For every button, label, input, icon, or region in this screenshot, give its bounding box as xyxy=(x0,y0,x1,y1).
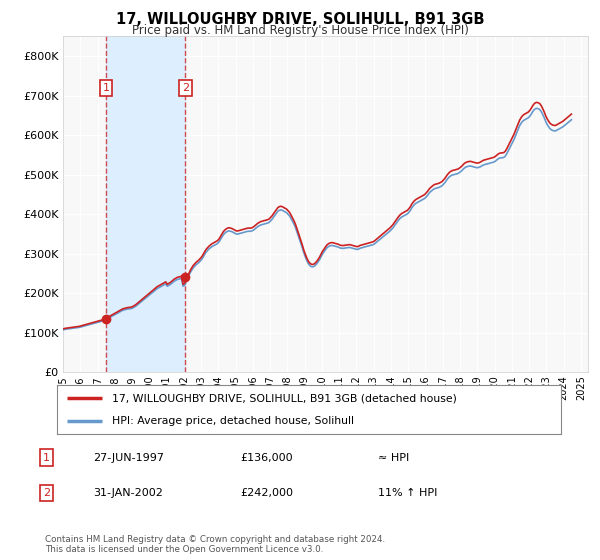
Text: 31-JAN-2002: 31-JAN-2002 xyxy=(93,488,163,498)
Text: ≈ HPI: ≈ HPI xyxy=(378,452,409,463)
Text: £242,000: £242,000 xyxy=(240,488,293,498)
Text: 1: 1 xyxy=(43,452,50,463)
Text: 17, WILLOUGHBY DRIVE, SOLIHULL, B91 3GB: 17, WILLOUGHBY DRIVE, SOLIHULL, B91 3GB xyxy=(116,12,484,27)
Text: 17, WILLOUGHBY DRIVE, SOLIHULL, B91 3GB (detached house): 17, WILLOUGHBY DRIVE, SOLIHULL, B91 3GB … xyxy=(112,393,457,403)
Text: 27-JUN-1997: 27-JUN-1997 xyxy=(93,452,164,463)
Text: £136,000: £136,000 xyxy=(240,452,293,463)
Bar xyxy=(106,36,185,372)
Text: 2: 2 xyxy=(182,83,189,93)
Text: Contains HM Land Registry data © Crown copyright and database right 2024.
This d: Contains HM Land Registry data © Crown c… xyxy=(45,535,385,554)
Text: HPI: Average price, detached house, Solihull: HPI: Average price, detached house, Soli… xyxy=(112,416,355,426)
Text: Price paid vs. HM Land Registry's House Price Index (HPI): Price paid vs. HM Land Registry's House … xyxy=(131,24,469,37)
Text: 2: 2 xyxy=(43,488,50,498)
Text: 11% ↑ HPI: 11% ↑ HPI xyxy=(378,488,437,498)
Text: 1: 1 xyxy=(103,83,109,93)
